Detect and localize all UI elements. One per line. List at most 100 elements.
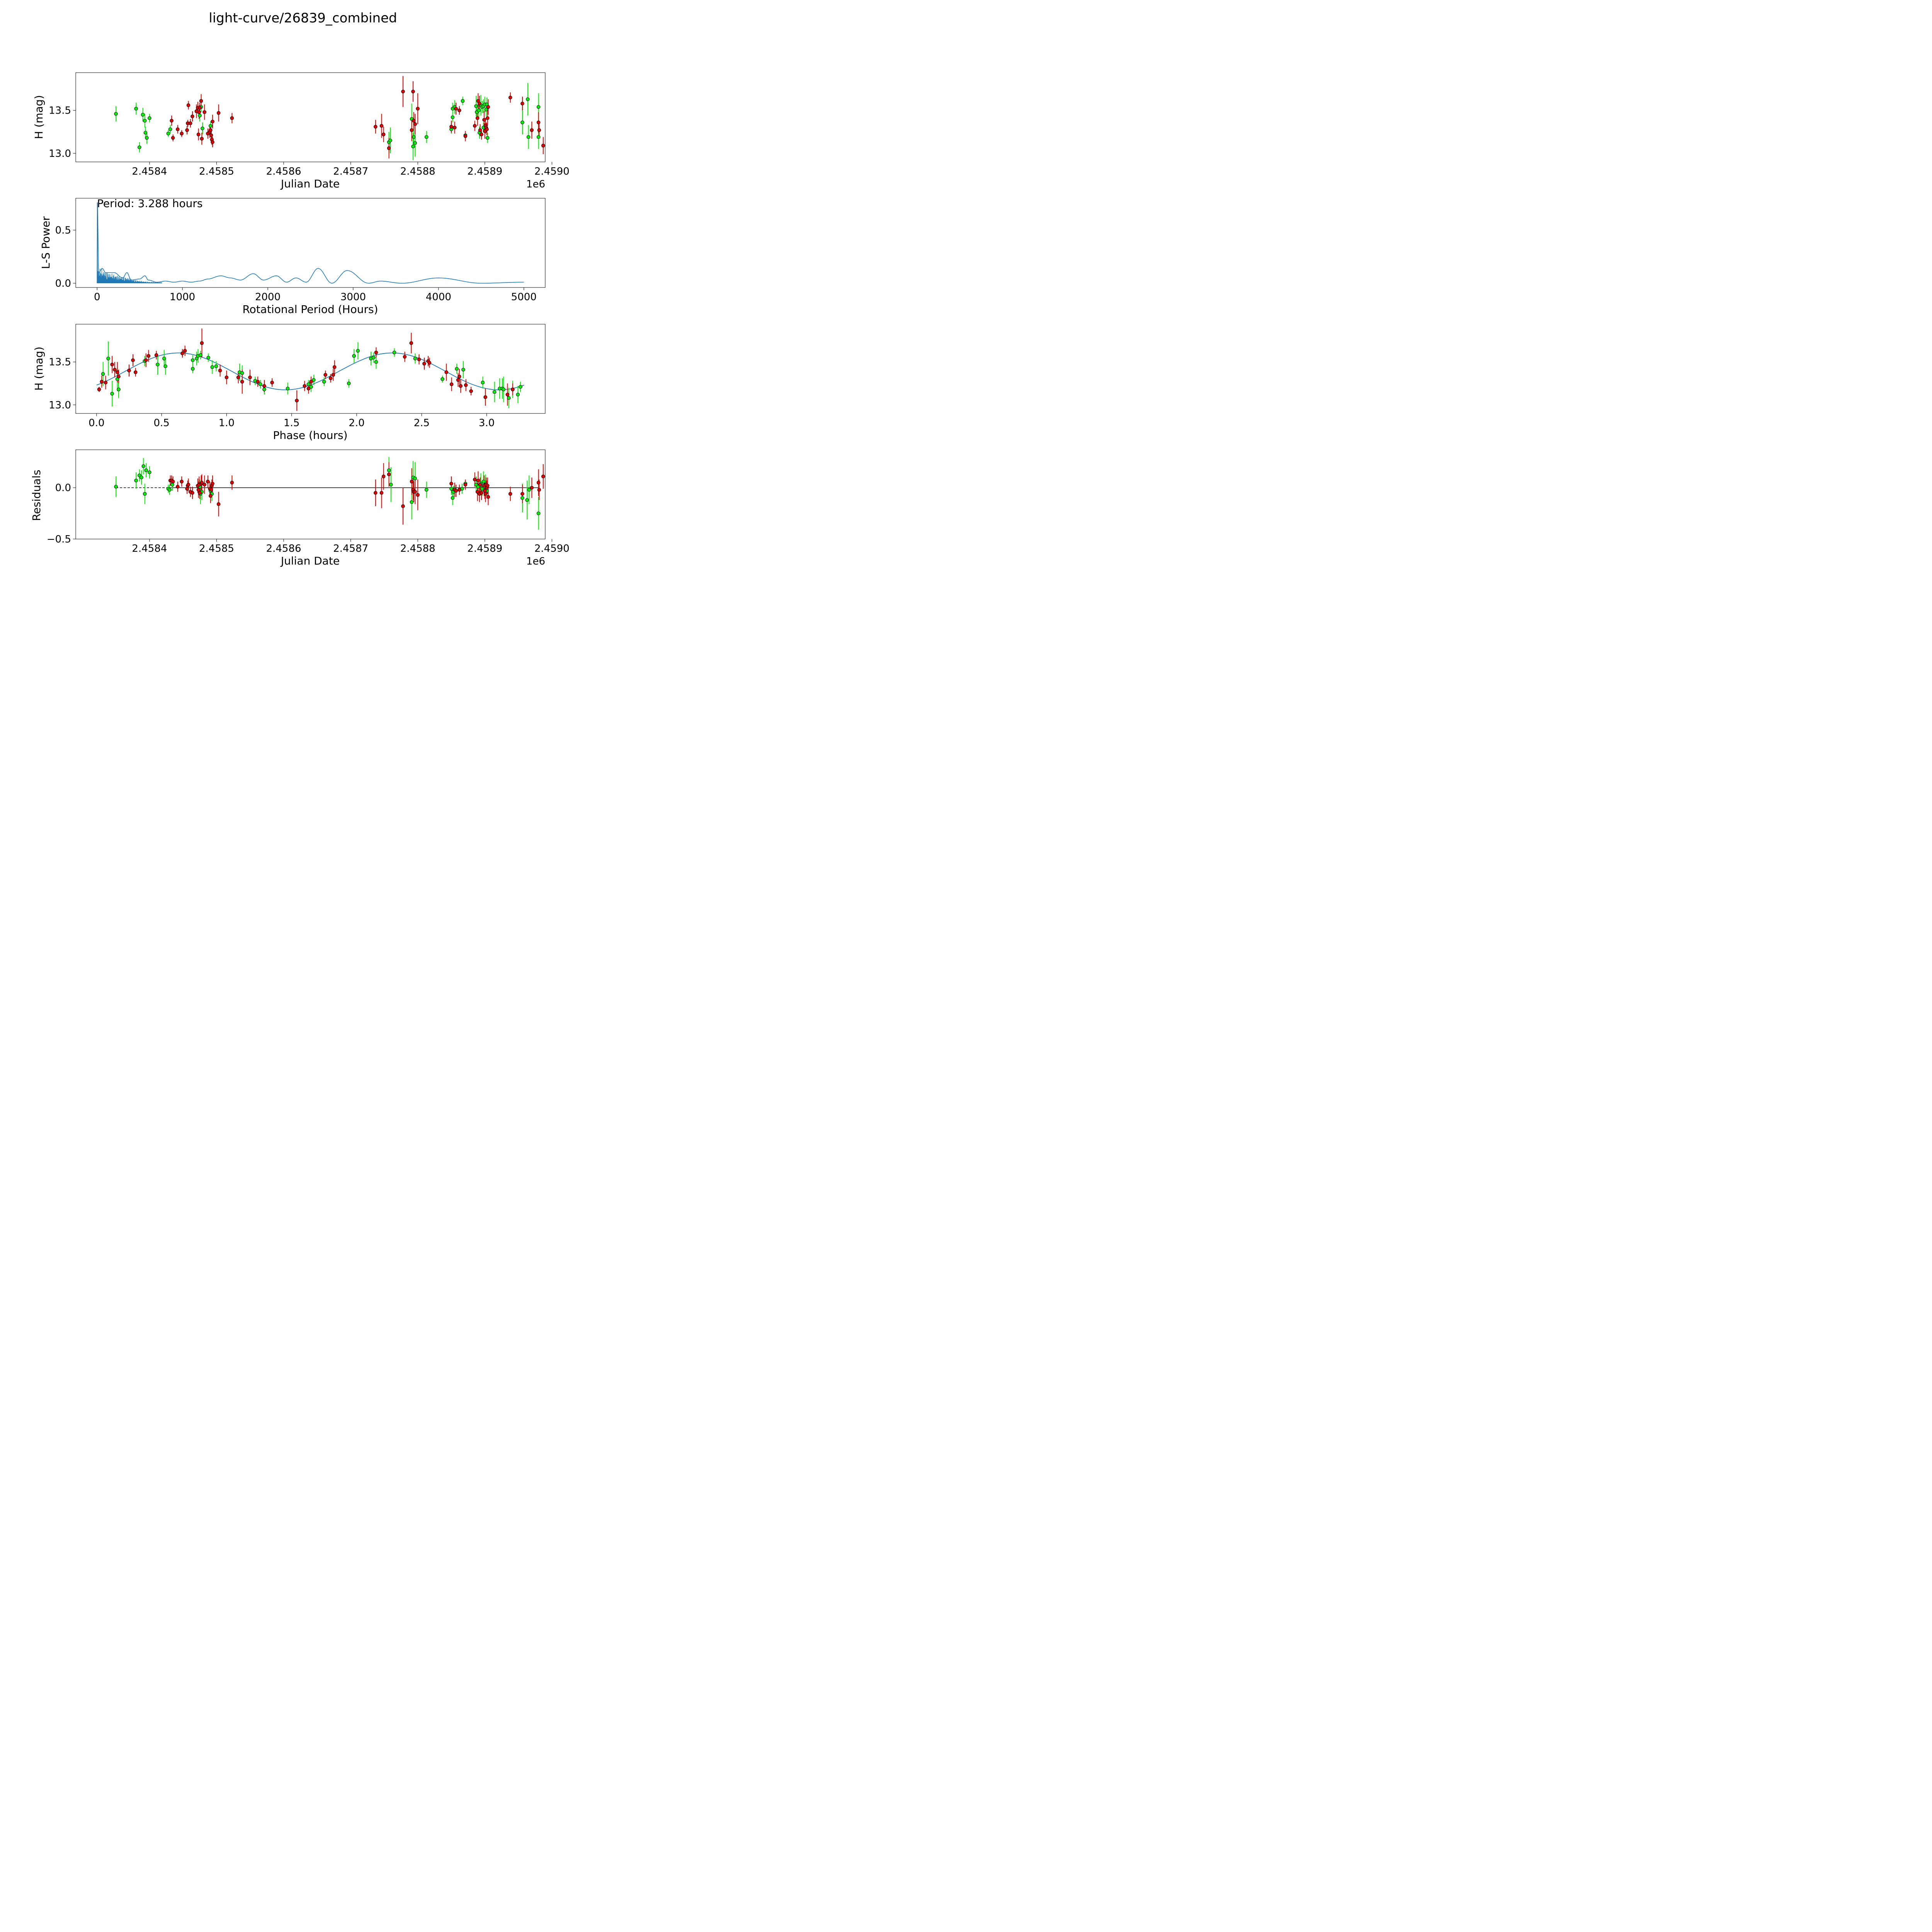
red-data-point — [417, 357, 421, 361]
red-data-point — [331, 373, 335, 377]
green-data-point — [519, 385, 522, 389]
red-data-point — [196, 488, 201, 492]
red-data-point — [218, 369, 222, 372]
green-data-point — [347, 381, 351, 386]
green-data-point — [485, 136, 490, 140]
green-data-point — [526, 97, 530, 101]
red-data-point — [97, 388, 101, 391]
red-data-point — [200, 137, 204, 141]
green-data-point — [520, 496, 524, 500]
green-data-point — [198, 114, 202, 117]
y-tick-label: 13.5 — [49, 357, 71, 368]
panel-h-vs-julian-date: 2.4584 2.4585 2.4586 2.4587 2.4588 2.4589 2.45… — [32, 72, 570, 190]
x-tick-label: 2.4587 — [333, 166, 368, 177]
green-data-point — [527, 488, 531, 492]
red-data-point — [463, 134, 468, 138]
red-data-point — [478, 128, 482, 132]
panel-1-marks — [114, 76, 545, 160]
red-data-point — [216, 111, 221, 115]
green-data-point — [388, 138, 392, 143]
red-data-point — [185, 487, 189, 491]
green-data-point — [392, 350, 396, 355]
green-data-point — [170, 483, 174, 487]
red-data-point — [452, 126, 457, 129]
red-data-point — [180, 480, 184, 484]
green-data-point — [214, 364, 218, 368]
red-data-point — [475, 116, 480, 120]
x-tick-label: 2.4584 — [132, 543, 167, 554]
red-data-point — [401, 504, 405, 508]
green-data-point — [516, 393, 520, 396]
panel-4-marks — [114, 457, 545, 530]
red-data-point — [306, 386, 311, 391]
green-data-point — [309, 385, 313, 389]
green-data-point — [481, 480, 486, 484]
red-data-point — [295, 398, 299, 403]
red-data-point — [457, 488, 461, 492]
red-data-point — [476, 478, 480, 483]
red-data-point — [482, 118, 486, 122]
green-data-point — [240, 371, 244, 375]
red-data-point — [480, 491, 483, 495]
x-tick-label: 1.5 — [284, 417, 299, 429]
red-data-point — [202, 110, 207, 114]
red-data-point — [104, 381, 108, 384]
green-data-point — [526, 135, 531, 139]
red-data-point — [485, 127, 489, 131]
red-data-point — [230, 116, 234, 120]
panel-3-y-ticks: 13.0 13.5 — [49, 357, 76, 411]
red-data-point — [309, 380, 313, 384]
x-tick-label: 2.4587 — [333, 543, 368, 554]
x-tick-label: 2.4590 — [534, 166, 570, 177]
green-data-point — [413, 357, 417, 361]
x-tick-label: 2.4585 — [199, 166, 234, 177]
x-tick-label: 3.0 — [479, 417, 495, 429]
red-data-point — [459, 384, 463, 388]
red-data-point — [190, 491, 194, 495]
green-data-point — [259, 382, 262, 386]
red-data-point — [537, 128, 541, 132]
red-data-point — [508, 492, 512, 496]
red-data-point — [483, 489, 487, 493]
red-data-point — [171, 136, 175, 140]
green-data-point — [410, 500, 414, 504]
fit-curve — [96, 352, 524, 390]
panel-4-y-ticks: 0.0 −0.5 — [47, 482, 76, 545]
red-data-point — [416, 493, 420, 497]
red-data-point — [478, 102, 481, 105]
green-data-point — [424, 135, 429, 139]
red-data-point — [170, 119, 174, 123]
red-data-point — [146, 354, 151, 358]
red-data-point — [209, 494, 213, 498]
panel-phase-folded: 0.0 0.5 1.0 1.5 2.0 2.5 3.0 13.0 13.5 Phase (ho… — [32, 324, 546, 442]
red-data-point — [185, 128, 189, 132]
red-data-point — [200, 481, 204, 485]
red-data-point — [410, 480, 414, 484]
green-data-point — [411, 145, 415, 148]
red-data-point — [387, 472, 391, 476]
red-data-point — [379, 491, 384, 495]
red-data-point — [110, 362, 114, 367]
panel-2-ylabel: L-S Power — [39, 216, 52, 269]
green-data-point — [306, 382, 311, 386]
red-data-point — [427, 361, 432, 365]
panel-2-marks — [97, 202, 524, 284]
red-data-point — [456, 378, 460, 382]
x-tick-label: 1000 — [170, 291, 195, 303]
green-data-point — [144, 468, 148, 472]
figure: light-curve/26839_combined 2.4584 2.4585 2… — [0, 0, 597, 597]
red-data-point — [216, 502, 221, 506]
green-data-point — [536, 135, 541, 139]
x-tick-label: 2.5 — [414, 417, 430, 429]
green-data-point — [145, 136, 149, 140]
red-data-point — [240, 380, 244, 384]
green-data-point — [286, 386, 290, 391]
red-data-point — [189, 121, 192, 125]
panel-4-offset-label: 1e6 — [526, 556, 545, 567]
red-data-point — [416, 107, 420, 111]
red-data-point — [115, 370, 119, 374]
red-data-point — [131, 358, 135, 362]
red-data-point — [328, 376, 333, 380]
green-data-point — [143, 492, 147, 496]
panel-1-xlabel: Julian Date — [280, 177, 340, 190]
